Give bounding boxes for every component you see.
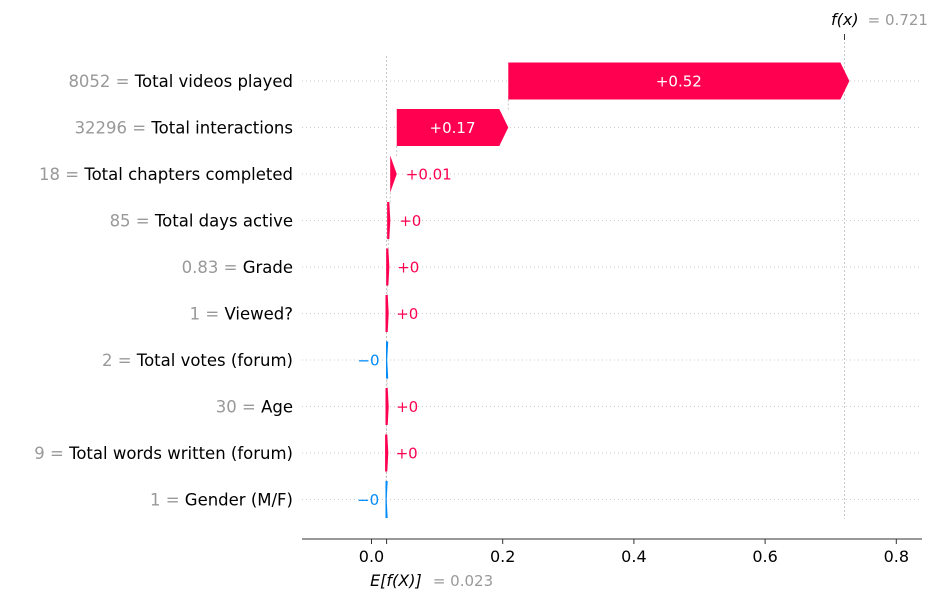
bars: +0.52 +0.17 +0.01 +0 +0 +0 −0 +0 +0 −0 [357, 62, 850, 518]
waterfall-bar [390, 155, 397, 193]
feature-label: 32296 = Total interactions [75, 119, 293, 138]
bar-value-label: +0 [397, 259, 419, 277]
bar-value-label: −0 [357, 491, 379, 509]
feature-name: Grade [243, 258, 293, 277]
feature-label: 18 = Total chapters completed [39, 165, 293, 184]
bar-value-label: +0.01 [406, 166, 452, 184]
expected-value-text: = 0.023 [433, 572, 493, 590]
waterfall-bar [387, 202, 391, 239]
bar-value-label: −0 [357, 352, 379, 370]
feature-label: 1 = Viewed? [190, 305, 293, 324]
waterfall-bar [386, 341, 389, 379]
feature-label: 2 = Total votes (forum) [102, 351, 293, 370]
waterfall-bar [385, 295, 389, 332]
x-tick-label: 0.6 [752, 547, 777, 566]
feature-name: Total videos played [134, 72, 293, 91]
waterfall-bar [386, 248, 390, 286]
waterfall-bar [396, 109, 509, 146]
feature-value: 2 = [102, 351, 137, 370]
waterfall-bar [508, 62, 850, 100]
row-gridlines [302, 80, 922, 500]
x-tick-label: 0.0 [359, 547, 384, 566]
feature-labels: 8052 = Total videos played 32296 = Total … [34, 72, 293, 510]
waterfall-bar [385, 388, 389, 425]
feature-name: Gender (M/F) [185, 491, 293, 510]
feature-value: 9 = [34, 444, 69, 463]
feature-label: 1 = Gender (M/F) [150, 491, 293, 510]
feature-label: 9 = Total words written (forum) [34, 444, 293, 463]
waterfall-bar [385, 434, 389, 472]
feature-label: 30 = Age [216, 398, 293, 417]
feature-value: 18 = [39, 165, 84, 184]
bar-value-label: +0 [396, 445, 418, 463]
bar-value-label: +0.52 [656, 73, 702, 91]
x-axis: 0.0 0.2 0.4 0.6 0.8 [302, 538, 922, 566]
feature-name: Total interactions [150, 119, 293, 138]
x-tick-label: 0.2 [490, 547, 515, 566]
feature-value: 85 = [110, 212, 155, 231]
feature-value: 0.83 = [182, 258, 243, 277]
waterfall-bar [385, 481, 388, 518]
feature-name: Age [261, 398, 293, 417]
feature-value: 1 = [190, 305, 225, 324]
x-tick-label: 0.8 [884, 547, 909, 566]
expected-label-text: E[f(X)] [370, 571, 422, 590]
feature-label: 85 = Total days active [110, 212, 293, 231]
bar-value-label: +0 [396, 305, 418, 323]
output-value-label: f(x) = 0.721 [831, 10, 928, 29]
output-value-text: = 0.721 [868, 11, 928, 29]
x-tick-label: 0.4 [621, 547, 646, 566]
feature-name: Viewed? [224, 305, 293, 324]
feature-value: 30 = [216, 398, 261, 417]
feature-value: 8052 = [68, 72, 134, 91]
expected-value-label: E[f(X)] = 0.023 [370, 571, 493, 590]
reference-lines [386, 34, 845, 519]
feature-value: 1 = [150, 491, 185, 510]
feature-value: 32296 = [75, 119, 152, 138]
feature-label: 0.83 = Grade [182, 258, 293, 277]
feature-name: Total chapters completed [83, 165, 293, 184]
bar-value-label: +0 [396, 398, 418, 416]
bar-value-label: +0 [399, 212, 421, 230]
feature-label: 8052 = Total videos played [68, 72, 293, 91]
feature-name: Total days active [154, 212, 293, 231]
output-label-text: f(x) [831, 10, 859, 29]
bar-value-label: +0.17 [430, 119, 476, 137]
feature-name: Total votes (forum) [136, 351, 293, 370]
feature-name: Total words written (forum) [68, 444, 293, 463]
